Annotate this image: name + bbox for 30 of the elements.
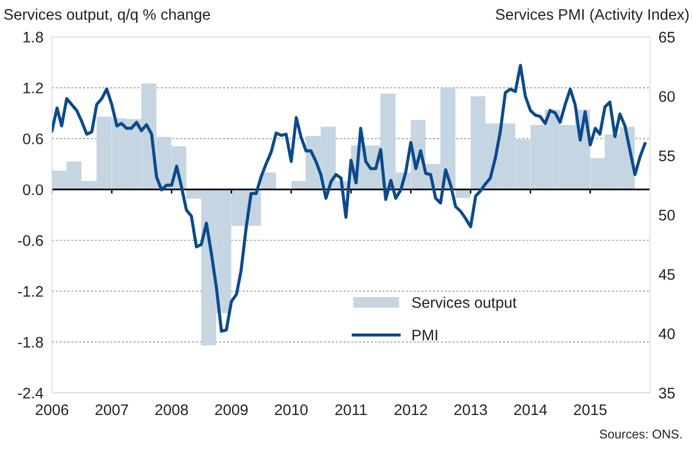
y-tick-label: -0.6	[18, 235, 43, 246]
y-tick-label: -2.4	[18, 388, 44, 398]
x-tick-label: 2007	[96, 404, 128, 416]
x-tick-label: 2013	[454, 404, 487, 416]
x-tick-label: 2011	[335, 404, 367, 416]
y2-axis-title: Services PMI (Activity Index)	[496, 8, 689, 23]
y2-tick-label: 60	[659, 91, 675, 102]
x-tick-label: 2010	[274, 404, 308, 416]
y2-tick-label: 65	[659, 32, 675, 43]
y-tick-label: 0.0	[23, 184, 44, 196]
legend-label: Services output	[412, 296, 517, 311]
y2-tick-label: 40	[658, 328, 675, 340]
y2-tick-label: 35	[658, 388, 675, 399]
legend-label: PMI	[412, 330, 438, 340]
y2-tick-label: 50	[658, 210, 675, 221]
y-tick-label: 1.8	[24, 32, 43, 43]
y-tick-label: -1.2	[18, 286, 43, 297]
x-tick-label: 2012	[394, 404, 428, 416]
y-tick-label: 0.6	[23, 133, 43, 144]
y2-tick-label: 55	[658, 150, 675, 162]
x-tick-label: 2009	[215, 404, 248, 416]
x-tick-label: 2008	[155, 404, 188, 416]
y-axis-title: Services output, q/q % change	[4, 8, 210, 23]
y-tick-label: 1.2	[24, 82, 43, 94]
x-tick-label: 2014	[514, 404, 547, 416]
x-tick-label: 2006	[36, 404, 68, 416]
source-note: Sources: ONS.	[600, 430, 682, 439]
y-tick-label: -1.8	[18, 336, 43, 348]
x-tick-label: 2015	[574, 404, 607, 416]
y2-tick-label: 45	[658, 269, 675, 280]
